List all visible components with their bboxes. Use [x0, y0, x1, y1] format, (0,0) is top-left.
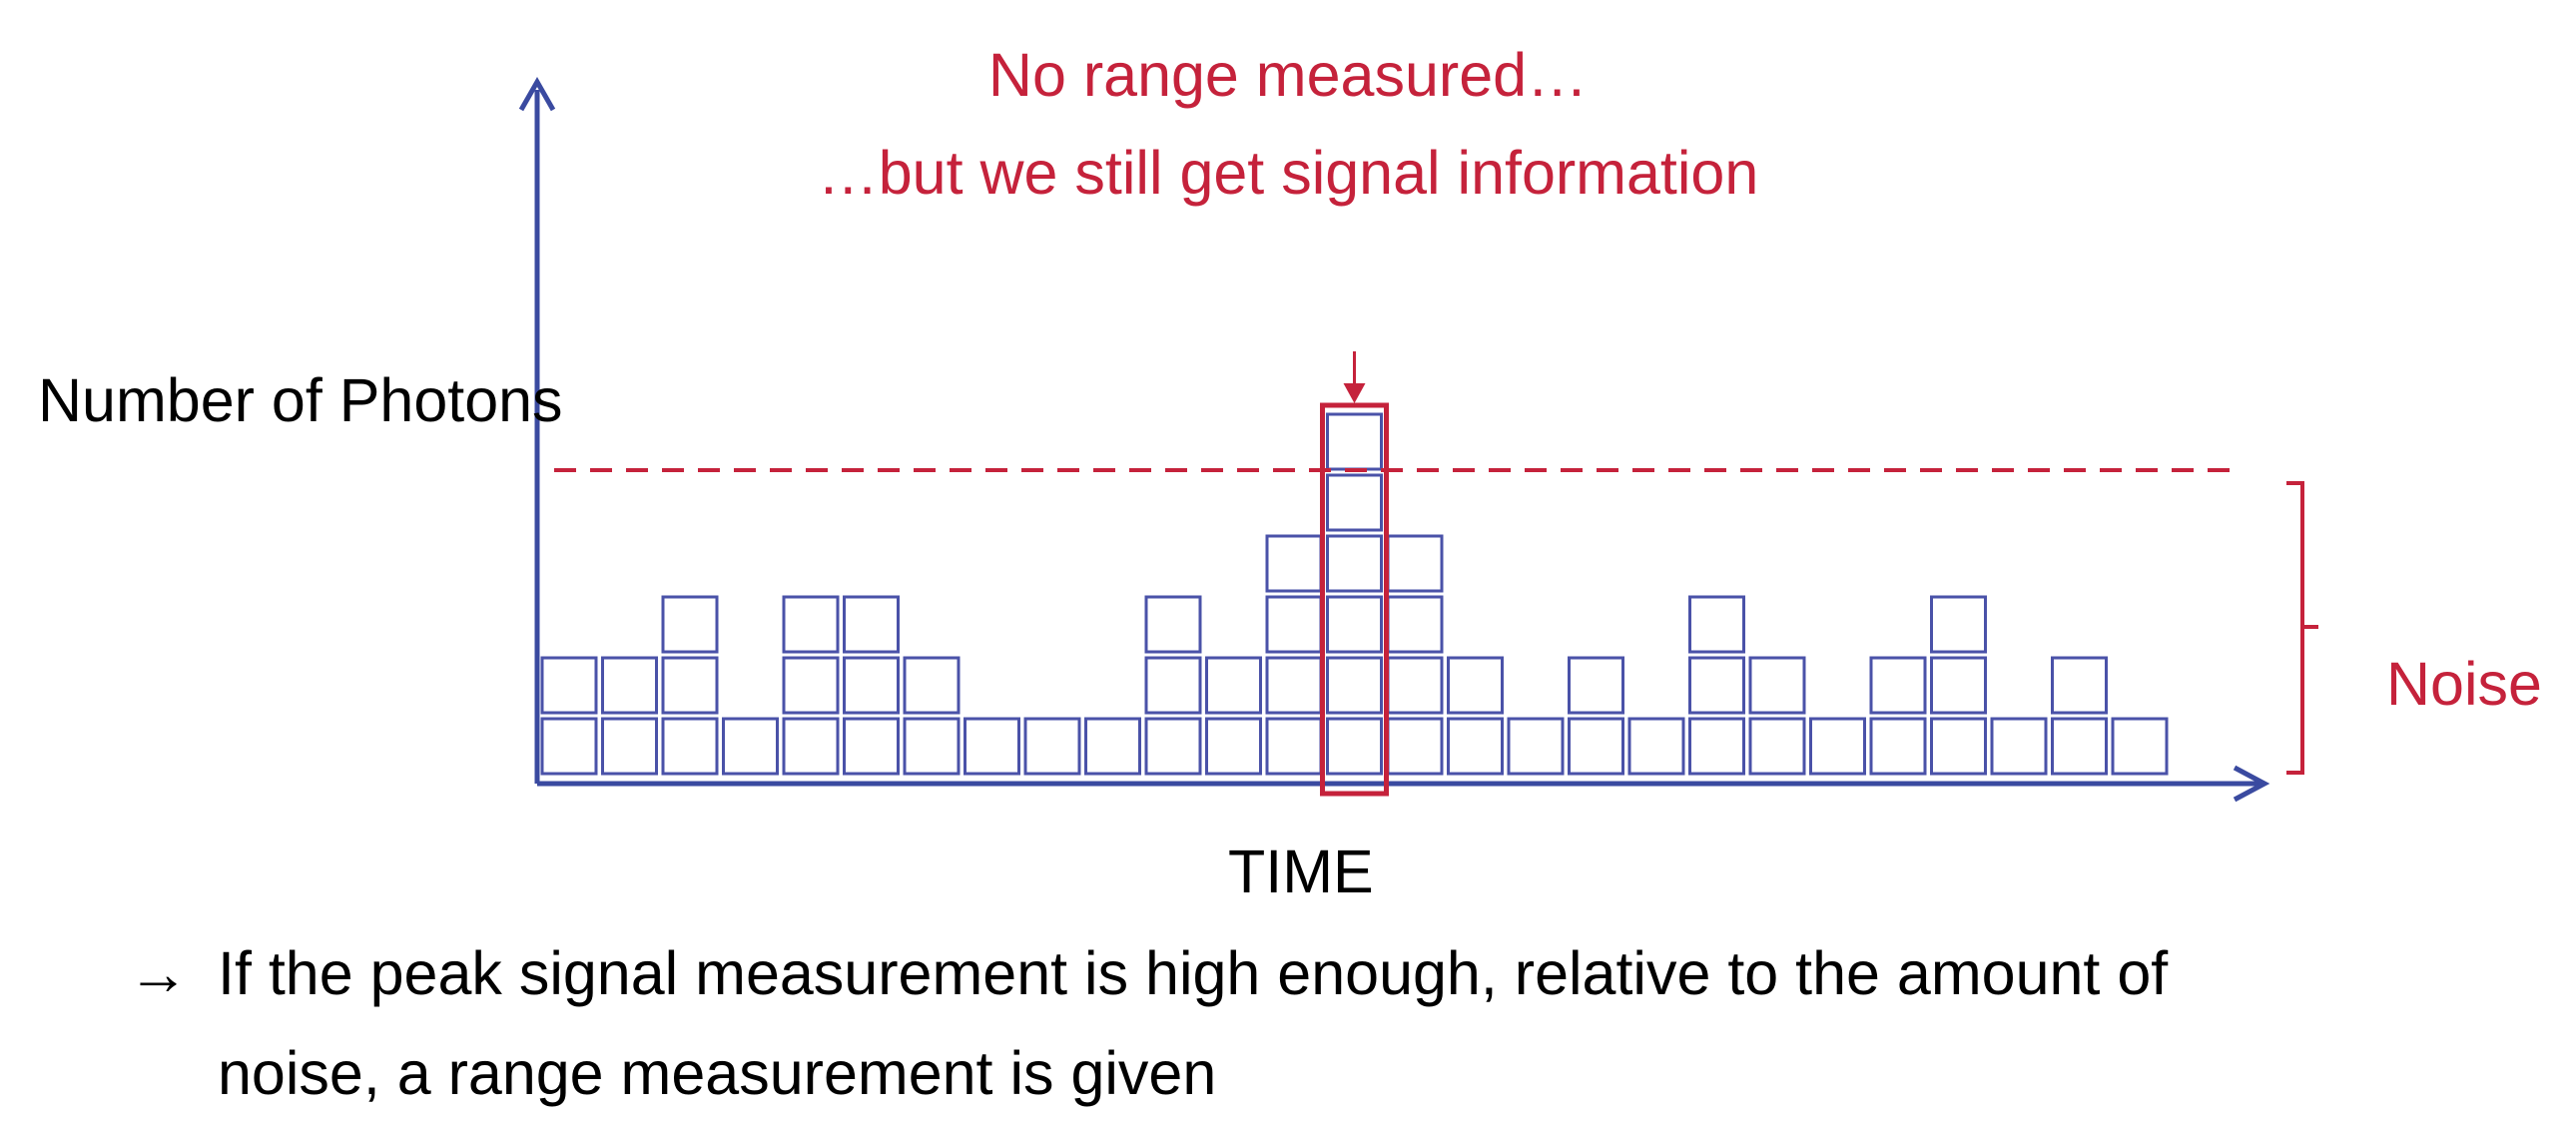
photon-box	[540, 717, 598, 776]
photon-box	[2111, 717, 2169, 776]
photon-box	[1688, 595, 1745, 654]
photon-box	[1084, 717, 1141, 776]
y-axis-arrowhead	[518, 76, 556, 112]
photon-box	[661, 717, 719, 776]
noise-bracket	[2286, 481, 2318, 775]
photon-box	[601, 656, 658, 715]
photon-box	[1265, 717, 1323, 776]
photon-box	[1930, 656, 1987, 715]
photon-box	[1326, 534, 1383, 593]
photon-box	[722, 717, 779, 776]
photon-box	[661, 656, 719, 715]
right-arrow-icon: →	[128, 939, 189, 1007]
photon-box	[1507, 717, 1565, 776]
peak-pointer-arrowhead	[1343, 383, 1366, 403]
photon-box	[1990, 717, 2048, 776]
photon-box	[1386, 717, 1444, 776]
note-text: If the peak signal measurement is high e…	[218, 923, 2576, 1123]
x-axis-label: TIME	[1228, 838, 1374, 905]
photon-box	[1326, 412, 1383, 471]
photon-box	[843, 717, 900, 776]
photon-box	[903, 656, 961, 715]
photon-box	[782, 717, 840, 776]
photon-box	[782, 656, 840, 715]
x-axis-arrowhead	[2233, 765, 2270, 803]
photon-box	[1144, 656, 1202, 715]
photon-box	[843, 595, 900, 654]
photon-box	[1568, 717, 1624, 776]
photon-box	[782, 595, 840, 654]
photon-box	[1205, 717, 1262, 776]
photon-box	[1447, 717, 1504, 776]
photon-box	[1869, 656, 1927, 715]
photon-box	[540, 656, 598, 715]
photon-box	[1930, 595, 1987, 654]
photon-box	[1447, 656, 1504, 715]
photon-box	[1627, 717, 1685, 776]
photon-box	[1265, 595, 1323, 654]
photon-box	[843, 656, 900, 715]
note-line-2: noise, a range measurement is given	[218, 1039, 1217, 1107]
photon-box	[964, 717, 1020, 776]
photon-box	[1326, 473, 1383, 532]
photon-box	[1326, 717, 1383, 776]
note-line-1: If the peak signal measurement is high e…	[218, 939, 2169, 1007]
photon-box	[1205, 656, 1262, 715]
y-axis-label: Number of Photons	[38, 366, 563, 434]
photon-box	[1386, 534, 1444, 593]
photon-box	[1688, 656, 1745, 715]
photon-box	[1688, 717, 1745, 776]
photon-box	[1386, 656, 1444, 715]
photon-box	[1326, 595, 1383, 654]
photon-box	[1326, 656, 1383, 715]
photon-box	[1265, 534, 1323, 593]
photon-box	[1144, 595, 1202, 654]
peak-highlight-box	[1320, 402, 1389, 797]
photon-box	[1144, 717, 1202, 776]
photon-box	[1930, 717, 1987, 776]
photon-box	[903, 717, 961, 776]
photon-box	[1386, 595, 1444, 654]
photon-box	[1748, 717, 1806, 776]
photon-box	[1265, 656, 1323, 715]
title-line-2: …but we still get signal information	[817, 139, 1759, 207]
photon-box	[1023, 717, 1081, 776]
photon-box	[1869, 717, 1927, 776]
photon-box	[661, 595, 719, 654]
photon-box	[1748, 656, 1806, 715]
photon-box	[2051, 717, 2108, 776]
photon-box	[601, 717, 658, 776]
photon-histogram-diagram	[518, 76, 2318, 803]
title-line-1: No range measured…	[987, 41, 1589, 109]
photon-box	[1809, 717, 1866, 776]
photon-box	[2051, 656, 2108, 715]
photon-boxes	[540, 412, 2169, 776]
noise-label: Noise	[2386, 650, 2542, 718]
photon-box	[1568, 656, 1624, 715]
